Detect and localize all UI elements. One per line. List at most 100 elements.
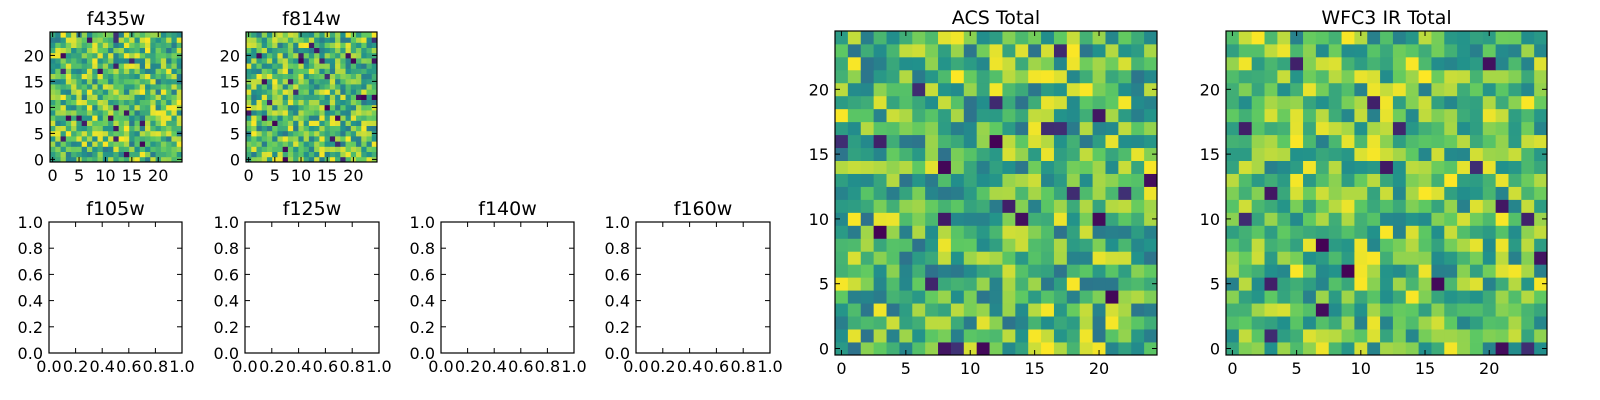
heatmap-cell (1495, 199, 1509, 213)
heatmap-cell (989, 43, 1003, 58)
heatmap-cell (150, 156, 156, 163)
heatmap-cell (251, 32, 257, 38)
heatmap-cell (899, 303, 913, 317)
heatmap-cell (1328, 43, 1342, 58)
heatmap-cell (282, 89, 289, 95)
heatmap-cell (950, 225, 965, 239)
heatmap-cell (113, 110, 120, 116)
heatmap-cell (1431, 69, 1445, 84)
heatmap-cell (1105, 225, 1119, 239)
heatmap-cell (366, 37, 373, 43)
heatmap-cell (329, 47, 336, 54)
heatmap-cell (963, 43, 978, 58)
heatmap-cell (123, 37, 130, 43)
heatmap-cell (976, 160, 990, 174)
heatmap-cell (50, 42, 56, 48)
heatmap-cell (314, 99, 320, 106)
heatmap-cell (1002, 303, 1016, 317)
heatmap-cell (1041, 108, 1055, 123)
heatmap-cell (145, 84, 151, 90)
heatmap-cell (1431, 238, 1445, 252)
heatmap-cell (108, 99, 114, 106)
heatmap-cell (1066, 238, 1081, 252)
heatmap-cell (340, 104, 346, 111)
heatmap-cell (272, 78, 278, 85)
heatmap-cell (1457, 43, 1471, 58)
heatmap-cell (1418, 31, 1432, 45)
heatmap-cell (71, 78, 77, 85)
heatmap-cell (950, 316, 965, 330)
heatmap-cell (950, 160, 965, 174)
heatmap-cell (1041, 303, 1055, 317)
heatmap-cell (1303, 82, 1317, 97)
heatmap-cell (314, 32, 320, 38)
heatmap-cell (272, 151, 278, 158)
heatmap-cell (314, 136, 320, 142)
heatmap-cell (1290, 290, 1304, 304)
heatmap-cell (123, 136, 130, 142)
heatmap-cell (139, 78, 146, 85)
heatmap-cell (1482, 69, 1497, 84)
heatmap-cell (314, 104, 320, 111)
heatmap-cell (1238, 186, 1253, 200)
heatmap-cell (266, 58, 273, 64)
heatmap-cell (873, 264, 887, 278)
heatmap-cell (118, 115, 125, 121)
heatmap-cell (81, 141, 88, 147)
y-tick-label: 0.2 (605, 318, 630, 337)
heatmap-cell (950, 277, 965, 291)
heatmap-cell (139, 141, 146, 147)
heatmap-cell (76, 63, 83, 69)
heatmap-cell (134, 52, 141, 59)
heatmap-cell (166, 94, 172, 100)
heatmap-cell (86, 115, 93, 121)
heatmap-cell (912, 329, 926, 343)
heatmap-cell (925, 264, 939, 278)
heatmap-cell (1264, 134, 1278, 149)
heatmap-cell (171, 110, 178, 116)
heatmap-cell (1079, 82, 1093, 97)
heatmap-cell (1431, 251, 1445, 265)
heatmap-cell (335, 141, 341, 147)
heatmap-cell (160, 78, 167, 85)
heatmap-cell (1277, 95, 1291, 110)
heatmap-cell (1328, 290, 1342, 304)
heatmap-cell (308, 146, 315, 152)
heatmap-cell (1144, 238, 1158, 252)
heatmap-cell (835, 160, 849, 174)
heatmap-cell (155, 115, 162, 121)
heatmap-cell (1328, 95, 1342, 110)
heatmap-cell (1144, 290, 1158, 304)
heatmap-cell (912, 303, 926, 317)
heatmap-cell (298, 99, 305, 106)
heatmap-cell (361, 89, 367, 95)
heatmap-cell (308, 89, 315, 95)
heatmap-cell (1303, 108, 1317, 123)
heatmap-cell (1002, 225, 1016, 239)
heatmap-cell (1341, 290, 1355, 304)
y-tick-label: 0.0 (214, 344, 239, 363)
heatmap-cell (1277, 82, 1291, 97)
heatmap-cell (266, 110, 273, 116)
heatmap-cell (1092, 160, 1106, 174)
heatmap-cell (1066, 82, 1081, 97)
heatmap-cell (1041, 329, 1055, 343)
heatmap-cell (1277, 121, 1291, 136)
heatmap-cell (277, 73, 284, 80)
heatmap-cell (282, 78, 289, 85)
x-tick-label: 20 (148, 166, 168, 185)
heatmap-cell (1290, 43, 1304, 58)
y-tick-label: 5 (230, 124, 240, 143)
heatmap-cell (835, 56, 849, 71)
x-tick-label: 0.2 (259, 357, 284, 376)
heatmap-cell (1367, 173, 1381, 187)
heatmap-cell (76, 68, 83, 74)
heatmap-cell (963, 95, 978, 110)
heatmap-cell (1028, 121, 1042, 136)
heatmap-cell (129, 63, 135, 69)
heatmap-cell (1444, 43, 1458, 58)
heatmap-cell (134, 58, 141, 64)
y-tick-label: 0.2 (214, 318, 239, 337)
heatmap-cell (298, 89, 305, 95)
